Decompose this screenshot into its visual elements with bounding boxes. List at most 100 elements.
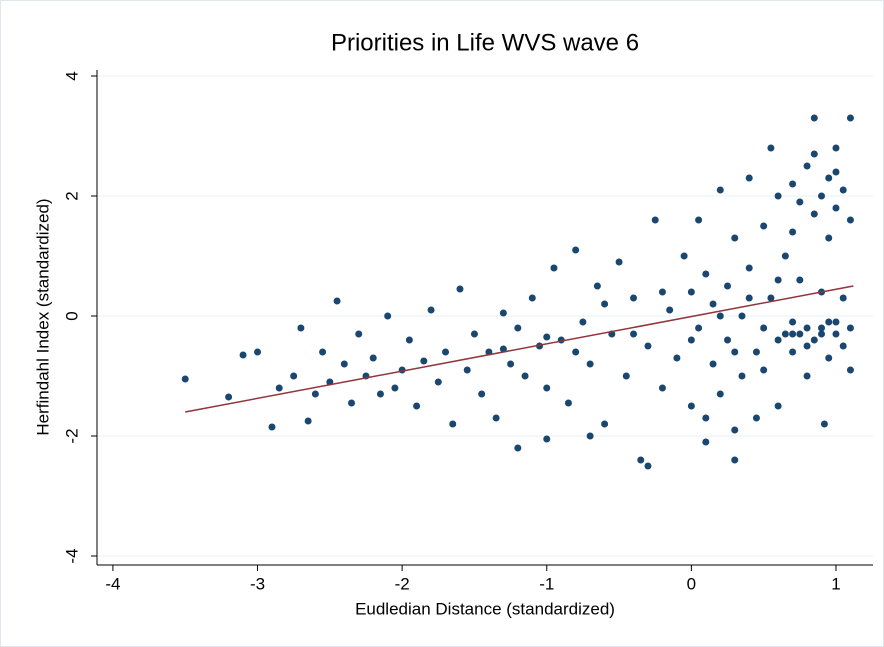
scatter-point (579, 318, 587, 326)
scatter-point (760, 222, 768, 230)
scatter-point (470, 330, 478, 338)
scatter-point (405, 336, 413, 344)
scatter-point (376, 390, 384, 398)
scatter-point (825, 234, 833, 242)
scatter-point (702, 414, 710, 422)
scatter-point (738, 312, 746, 320)
scatter-point (832, 330, 840, 338)
scatter-point (304, 417, 312, 425)
y-tick-label: 4 (62, 71, 81, 80)
scatter-point (586, 432, 594, 440)
fit-line (185, 285, 854, 413)
scatter-point (340, 360, 348, 368)
scatter-point (666, 306, 674, 314)
scatter-point (774, 276, 782, 284)
scatter-point (832, 168, 840, 176)
scatter-point (275, 384, 283, 392)
scatter-point (752, 414, 760, 422)
scatter-point (391, 384, 399, 392)
scatter-point (658, 288, 666, 296)
scatter-point (572, 348, 580, 356)
scatter-point (832, 318, 840, 326)
scatter-point (507, 360, 515, 368)
scatter-point (514, 324, 522, 332)
scatter-point (702, 438, 710, 446)
scatter-point (839, 186, 847, 194)
scatter-point (832, 144, 840, 152)
scatter-point (818, 324, 826, 332)
scatter-point (564, 399, 572, 407)
scatter-point (268, 423, 276, 431)
scatter-point (796, 276, 804, 284)
scatter-point (818, 192, 826, 200)
scatter-point (311, 390, 319, 398)
y-tick-label: 0 (62, 311, 81, 320)
scatter-point (622, 372, 630, 380)
scatter-point (789, 318, 797, 326)
y-tick-label: -2 (62, 428, 81, 443)
scatter-point (767, 144, 775, 152)
scatter-point (478, 390, 486, 398)
scatter-point (225, 393, 233, 401)
scatter-point (810, 210, 818, 218)
scatter-point (348, 399, 356, 407)
scatter-point (319, 348, 327, 356)
chart-title: Priorities in Life WVS wave 6 (331, 29, 639, 56)
scatter-point (810, 336, 818, 344)
scatter-point (456, 285, 464, 293)
scatter-point (499, 345, 507, 353)
scatter-point (803, 324, 811, 332)
scatter-point (731, 348, 739, 356)
scatter-point (181, 375, 189, 383)
scatter-point (442, 348, 450, 356)
scatter-point (781, 330, 789, 338)
scatter-point (687, 402, 695, 410)
scatter-point (839, 294, 847, 302)
scatter-point (644, 342, 652, 350)
scatter-point (745, 264, 753, 272)
scatter-point (333, 297, 341, 305)
scatter-point (803, 372, 811, 380)
scatter-point (427, 306, 435, 314)
scatter-point (745, 174, 753, 182)
scatter-point (630, 330, 638, 338)
scatter-point (637, 456, 645, 464)
scatter-point (239, 351, 247, 359)
scatter-point (290, 372, 298, 380)
scatter-point (673, 354, 681, 362)
scatter-point (601, 300, 609, 308)
scatter-point (434, 378, 442, 386)
x-tick-label: -3 (250, 574, 265, 593)
x-tick-label: 1 (831, 574, 840, 593)
scatter-point (716, 186, 724, 194)
scatter-point (499, 309, 507, 317)
x-tick-label: -4 (105, 574, 120, 593)
scatter-point (832, 204, 840, 212)
scatter-point (586, 360, 594, 368)
scatter-point (789, 228, 797, 236)
scatter-point (803, 162, 811, 170)
scatter-point (572, 246, 580, 254)
scatter-point (369, 354, 377, 362)
scatter-point (796, 330, 804, 338)
scatter-point (615, 258, 623, 266)
scatter-point (413, 402, 421, 410)
scatter-point (702, 270, 710, 278)
scatter-point (820, 420, 828, 428)
scatter-point (839, 342, 847, 350)
scatter-point (846, 216, 854, 224)
scatter-point (752, 348, 760, 356)
scatter-point (680, 252, 688, 260)
scatter-point (593, 282, 601, 290)
scatter-point (355, 330, 363, 338)
scatter-point (528, 294, 536, 302)
scatter-point (789, 330, 797, 338)
scatter-point (825, 174, 833, 182)
scatter-point (254, 348, 262, 356)
scatter-point (738, 372, 746, 380)
scatter-point (810, 150, 818, 158)
scatter-point (709, 360, 717, 368)
scatter-point (789, 180, 797, 188)
